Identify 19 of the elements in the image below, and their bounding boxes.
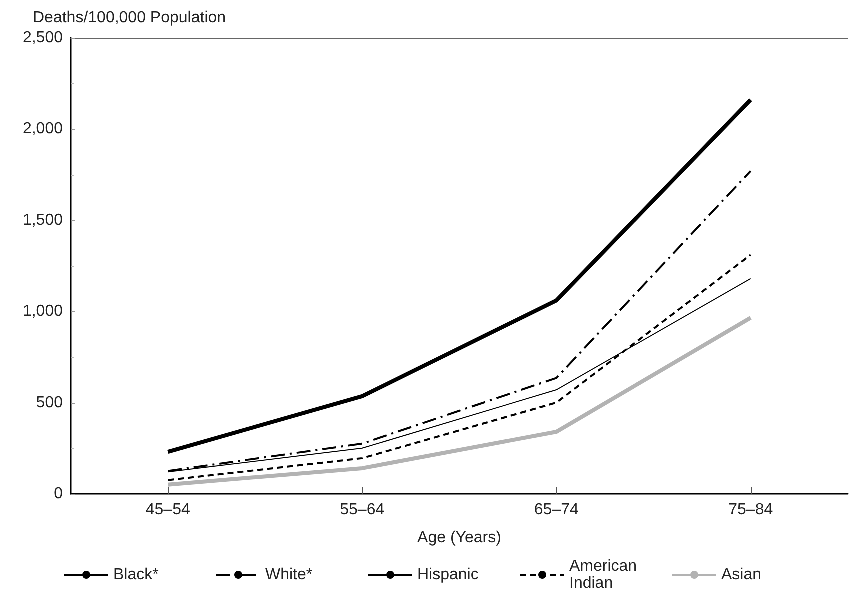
y-tick-label: 2,000 — [22, 120, 64, 138]
y-tick-label: 0 — [54, 486, 64, 502]
legend-label: White* — [266, 566, 313, 584]
y-axis-title: Deaths/100,000 Population — [33, 10, 226, 26]
x-tick-label: 55–64 — [340, 502, 385, 518]
x-tick-label: 65–74 — [534, 502, 579, 518]
y-tick-label: 1,000 — [22, 303, 64, 320]
legend-label: American Indian — [570, 558, 642, 592]
x-tick-label: 45–54 — [146, 502, 190, 518]
x-tick-label: 75–84 — [728, 502, 774, 518]
line-series — [166, 98, 753, 454]
y-tick-label: 500 — [36, 394, 64, 412]
line-series — [166, 316, 753, 487]
x-axis-title: Age (Years) — [418, 530, 502, 546]
legend-label: Hispanic — [418, 566, 479, 584]
y-tick-label: 1,500 — [22, 212, 64, 229]
legend-label: Asian — [722, 566, 762, 584]
legend-label: Black* — [114, 566, 159, 584]
y-tick-label: 2,500 — [22, 30, 64, 46]
